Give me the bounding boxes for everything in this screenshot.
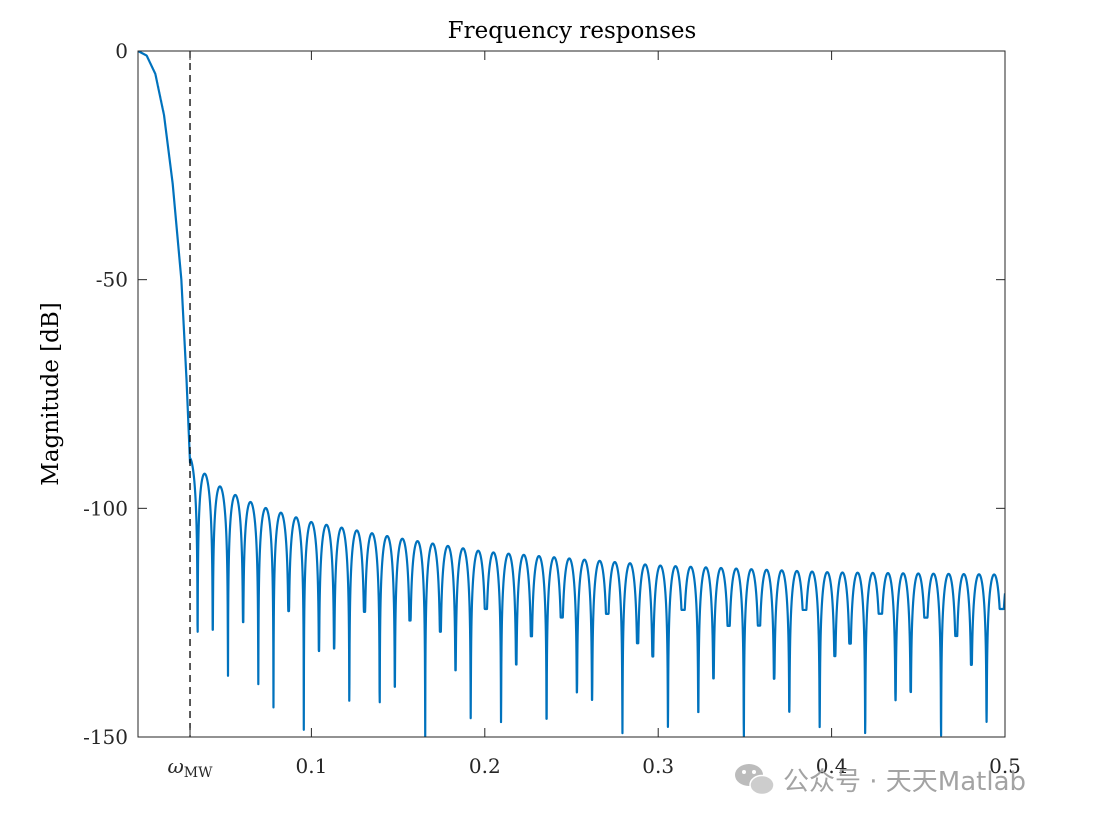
plot-area xyxy=(137,50,1006,738)
y-tick-label-3: -150 xyxy=(83,725,128,749)
x-tick-label-3: 0.3 xyxy=(642,754,674,778)
y-tick-label-1: -50 xyxy=(96,268,128,292)
watermark: 公众号 · 天天Matlab xyxy=(735,764,1026,797)
series-line-magnitude xyxy=(138,51,1005,737)
y-tick-label-2: -100 xyxy=(83,496,128,520)
y-tick-label-0: 0 xyxy=(115,39,128,63)
x-tick-label-0: ωMW xyxy=(167,754,213,781)
chart-title: Frequency responses xyxy=(448,18,697,44)
watermark-text: 公众号 · 天天Matlab xyxy=(783,767,1026,797)
x-axis: ωMW 0.1 0.2 0.3 0.4 0.5 xyxy=(167,51,1021,781)
x-tick-label-4: 0.4 xyxy=(816,754,848,778)
axes-box xyxy=(137,50,1006,738)
x-tick-label-2: 0.2 xyxy=(469,754,501,778)
y-axis: 0 -50 -100 -150 xyxy=(83,39,1005,749)
x-tick-label-5: 0.5 xyxy=(989,754,1021,778)
wechat-icon xyxy=(735,764,775,796)
x-tick-label-1: 0.1 xyxy=(295,754,327,778)
y-axis-label: Magnitude [dB] xyxy=(38,302,64,485)
